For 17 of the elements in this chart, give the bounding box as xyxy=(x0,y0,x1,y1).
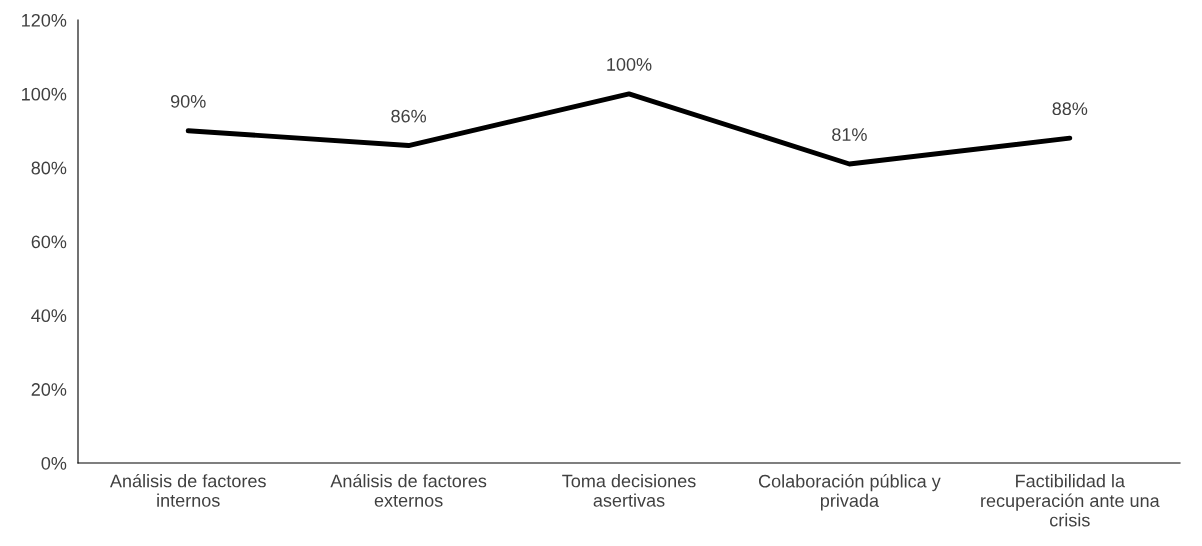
x-tick-label: Colaboración pública y privada xyxy=(758,474,941,511)
y-tick-label: 60% xyxy=(31,235,67,249)
x-tick-label: Factibilidad la recuperación ante una crisis xyxy=(981,474,1160,527)
data-label: 90% xyxy=(170,94,206,108)
y-tick-label: 80% xyxy=(31,161,67,175)
y-tick-label: 0% xyxy=(41,456,67,470)
x-tick-label: Toma decisiones asertivas xyxy=(562,474,696,507)
x-tick-label: Análisis de factores internos xyxy=(109,473,266,507)
y-tick-label: 120% xyxy=(22,13,67,27)
y-tick-label: 40% xyxy=(31,309,67,323)
data-label: 100% xyxy=(607,58,652,71)
data-label: 81% xyxy=(832,128,867,141)
x-tick-label: Análisis de factores externos xyxy=(330,473,487,507)
y-tick-label: 20% xyxy=(31,383,67,396)
y-tick-label: 100% xyxy=(22,87,67,101)
data-label: 86% xyxy=(391,109,427,123)
data-label: 88% xyxy=(1052,102,1088,116)
